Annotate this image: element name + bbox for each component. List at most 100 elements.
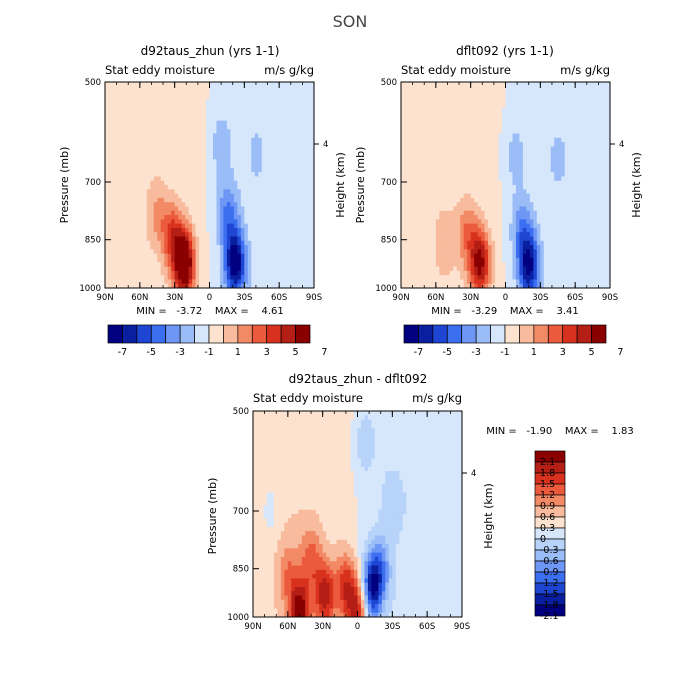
field-cell xyxy=(192,129,197,135)
field-cell xyxy=(268,172,273,178)
field-cell xyxy=(505,180,510,186)
field-cell xyxy=(279,185,284,190)
field-cell xyxy=(219,107,225,113)
field-cell xyxy=(279,253,284,259)
field-cell xyxy=(289,99,294,105)
field-cell xyxy=(167,103,172,109)
field-cell xyxy=(456,270,461,276)
field-cell xyxy=(105,180,110,186)
field-cell xyxy=(463,124,468,130)
field-cell xyxy=(111,249,117,255)
field-cell xyxy=(247,86,252,92)
field-cell xyxy=(407,249,413,255)
field-cell xyxy=(508,154,514,160)
field-cell xyxy=(522,249,527,255)
field-cell xyxy=(411,112,416,117)
field-cell xyxy=(105,275,110,281)
field-cell xyxy=(515,227,521,233)
field-cell xyxy=(178,172,183,178)
field-cell xyxy=(118,245,124,250)
field-cell xyxy=(258,253,263,259)
field-cell xyxy=(206,257,211,263)
field-cell xyxy=(223,262,228,268)
field-cell xyxy=(449,120,454,126)
field-cell xyxy=(160,197,165,203)
field-cell xyxy=(230,227,235,233)
field-cell xyxy=(167,107,172,113)
field-cell xyxy=(453,266,458,272)
field-cell xyxy=(181,253,186,259)
field-cell xyxy=(254,129,259,135)
field-cell xyxy=(540,94,545,100)
field-cell xyxy=(540,172,545,178)
field-cell xyxy=(160,103,165,109)
field-cell xyxy=(286,240,291,246)
field-cell xyxy=(115,262,120,268)
field-cell xyxy=(498,262,503,268)
field-cell xyxy=(303,236,308,242)
field-cell xyxy=(453,270,458,276)
field-cell xyxy=(293,275,298,281)
field-cell xyxy=(254,270,259,276)
field-cell xyxy=(303,227,308,233)
field-cell xyxy=(188,176,193,182)
field-cell xyxy=(502,227,507,233)
field-cell xyxy=(216,270,221,276)
field-cell xyxy=(279,137,284,143)
field-cell xyxy=(474,202,479,208)
field-cell xyxy=(108,154,113,160)
field-cell xyxy=(442,249,447,255)
field-cell xyxy=(529,86,534,92)
field-cell xyxy=(502,120,507,126)
field-cell xyxy=(153,206,158,212)
field-cell xyxy=(219,99,225,105)
field-cell xyxy=(272,257,277,263)
field-cell xyxy=(282,124,287,130)
field-cell xyxy=(164,227,169,233)
field-cell xyxy=(519,266,524,272)
field-cell xyxy=(216,150,221,156)
field-cell xyxy=(265,167,270,173)
field-cell xyxy=(300,253,305,259)
field-cell xyxy=(477,275,482,281)
field-cell xyxy=(111,202,117,208)
field-cell xyxy=(414,262,420,268)
field-cell xyxy=(421,232,426,238)
field-cell xyxy=(519,94,524,100)
field-cell xyxy=(526,172,531,178)
field-cell xyxy=(505,86,510,92)
field-cell xyxy=(115,176,120,182)
field-cell xyxy=(491,253,496,259)
field-cell xyxy=(209,236,214,242)
field-cell xyxy=(540,240,545,246)
field-cell xyxy=(258,257,263,263)
field-cell xyxy=(442,275,447,281)
field-cell xyxy=(442,176,447,182)
field-cell xyxy=(233,146,238,152)
field-cell xyxy=(178,124,183,130)
field-cell xyxy=(143,245,148,250)
field-cell xyxy=(303,215,308,220)
field-cell xyxy=(209,99,214,105)
field-cell xyxy=(296,133,301,139)
field-cell xyxy=(226,283,231,288)
field-cell xyxy=(470,120,475,126)
field-cell xyxy=(498,232,503,238)
field-cell xyxy=(105,270,110,276)
field-cell xyxy=(108,129,113,135)
field-cell xyxy=(105,232,110,238)
field-cell xyxy=(233,133,238,139)
field-cell xyxy=(428,137,433,143)
field-cell xyxy=(115,150,120,156)
field-cell xyxy=(460,240,465,246)
field-cell xyxy=(167,206,172,212)
field-cell xyxy=(132,275,137,281)
field-cell xyxy=(188,257,193,263)
field-cell xyxy=(268,245,273,250)
field-cell xyxy=(536,82,541,87)
field-cell xyxy=(286,116,291,122)
field-cell xyxy=(268,86,273,92)
field-cell xyxy=(529,167,534,173)
field-cell xyxy=(167,163,172,169)
field-cell xyxy=(150,266,155,272)
